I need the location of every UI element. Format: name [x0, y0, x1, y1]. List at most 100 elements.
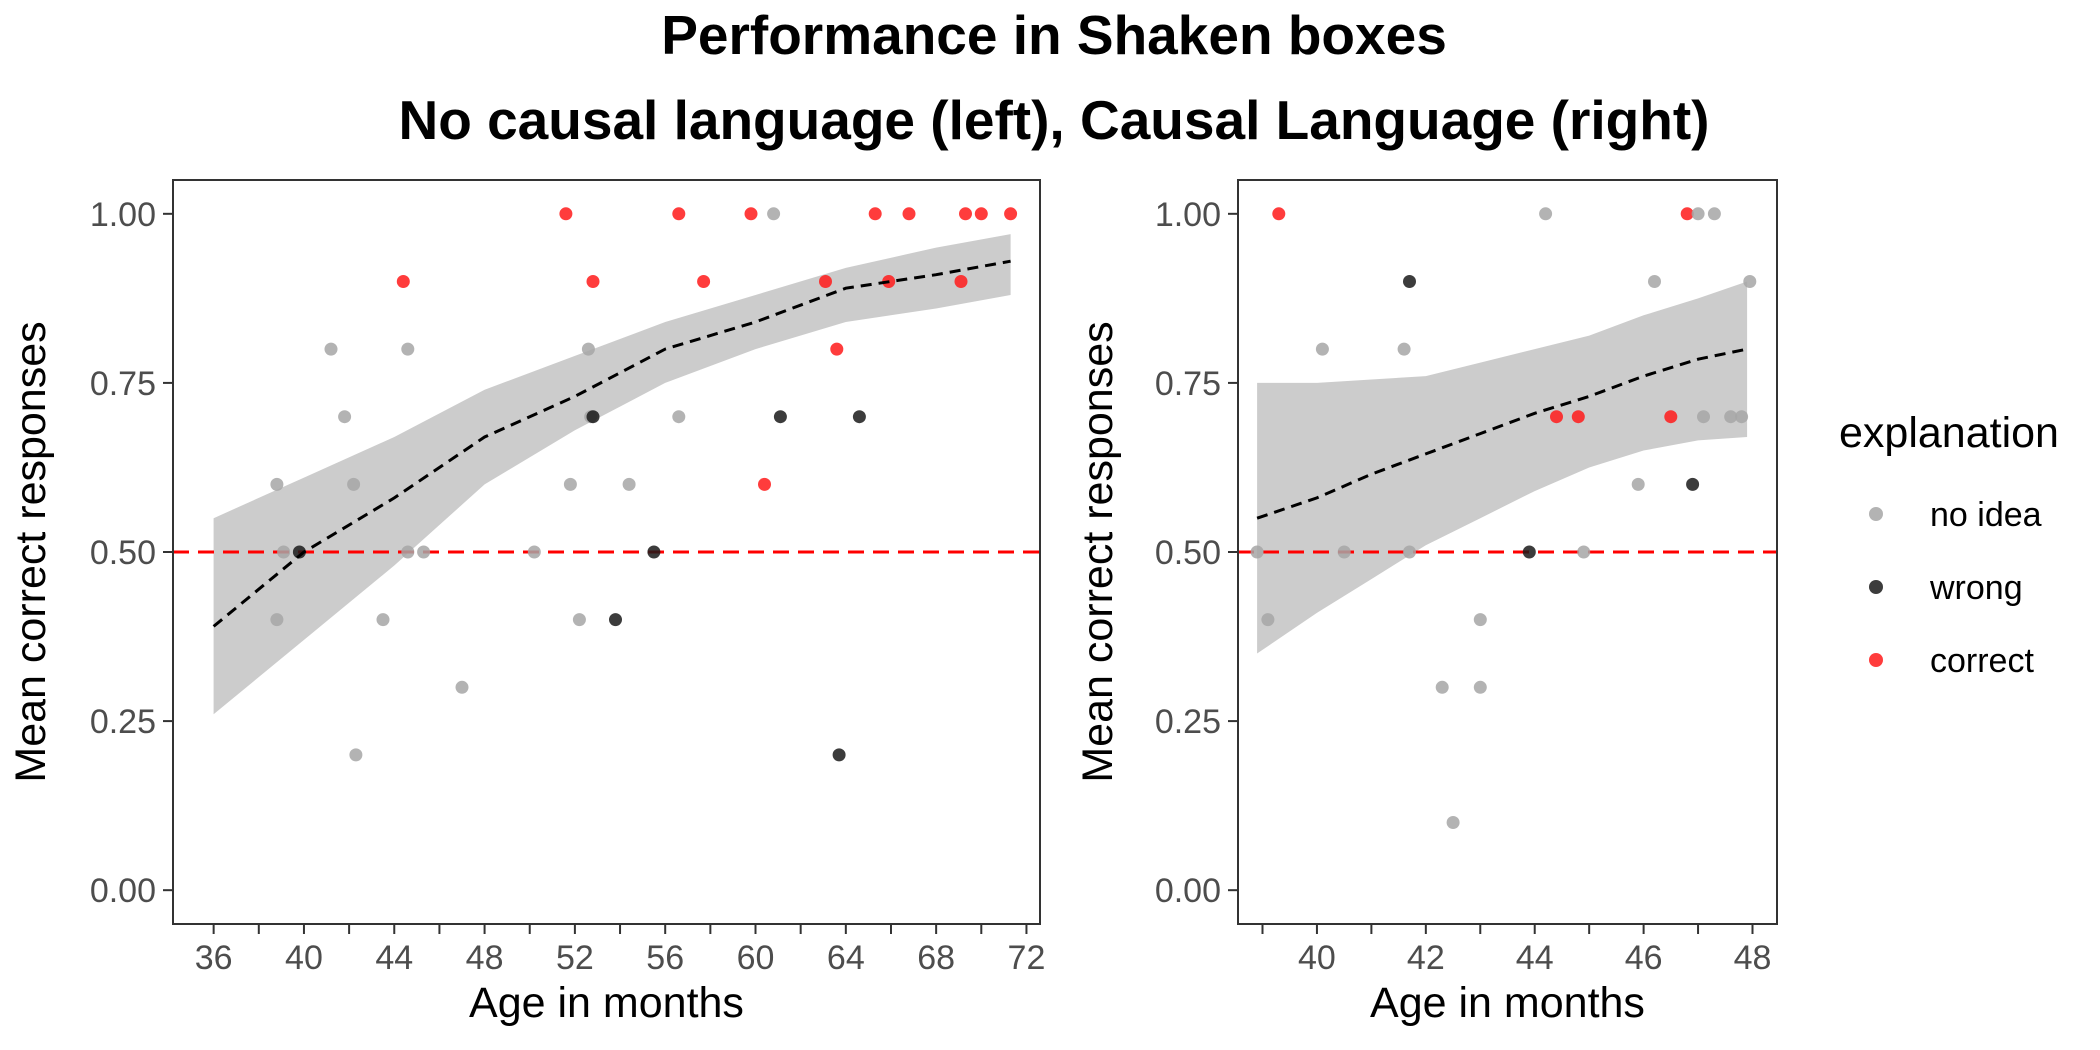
- y-tick-label: 0.25: [90, 703, 156, 741]
- data-point-wrong: [609, 613, 622, 627]
- data-point-no-idea: [622, 477, 636, 491]
- y-axis-title: Mean correct responses: [7, 321, 55, 782]
- data-point-correct: [959, 207, 972, 221]
- y-tick-label: 0.50: [1155, 534, 1221, 572]
- x-tick-label: 40: [285, 939, 323, 977]
- data-point-no-idea: [324, 342, 338, 356]
- data-point-no-idea: [270, 477, 284, 491]
- data-point-no-idea: [1446, 816, 1460, 829]
- data-point-no-idea: [563, 477, 577, 491]
- y-tick-label: 0.00: [90, 872, 156, 910]
- legend-key-wrong: [1869, 580, 1883, 594]
- data-point-no-idea: [1648, 275, 1661, 288]
- right-panel: 0.00 0.25 0.50 0.75 1.00 40 42 44 46 48 Age in mon…: [1074, 179, 1778, 1027]
- data-point-no-idea: [767, 207, 781, 221]
- data-point-no-idea: [401, 342, 415, 356]
- data-point-no-idea: [401, 545, 415, 559]
- x-axis-title: Age in months: [1370, 979, 1645, 1027]
- data-point-no-idea: [347, 477, 361, 491]
- data-point-no-idea: [1577, 545, 1591, 559]
- data-point-no-idea: [349, 748, 363, 762]
- x-tick-label: 52: [556, 939, 594, 977]
- data-point-correct: [1550, 410, 1563, 424]
- x-axis-title: Age in months: [469, 979, 744, 1027]
- data-point-no-idea: [1315, 342, 1329, 356]
- data-point-correct: [396, 275, 410, 288]
- data-point-no-idea: [1397, 342, 1411, 356]
- y-tick-label: 0.00: [1155, 872, 1221, 910]
- x-tick-label: 40: [1298, 939, 1336, 977]
- data-point-no-idea: [376, 613, 390, 627]
- confidence-ribbon: [1257, 281, 1748, 654]
- y-tick-label: 0.75: [1155, 365, 1221, 403]
- data-point-no-idea: [1403, 545, 1416, 559]
- data-point-no-idea: [1697, 410, 1710, 424]
- x-tick-label: 48: [466, 939, 504, 977]
- data-point-wrong: [586, 410, 600, 424]
- x-tick-label: 42: [1407, 939, 1445, 977]
- y-axis-title: Mean correct responses: [1074, 321, 1122, 782]
- x-tick-label: 72: [1008, 939, 1046, 977]
- y-tick-label: 0.25: [1155, 703, 1221, 741]
- x-tick-label: 64: [827, 939, 865, 977]
- chart-subtitle: No causal language (left), Causal Langua…: [398, 89, 1709, 151]
- data-point-no-idea: [1337, 545, 1351, 559]
- data-point-no-idea: [672, 410, 686, 424]
- legend-label-correct: correct: [1930, 642, 2034, 680]
- y-tick-label: 0.50: [90, 534, 156, 572]
- data-point-no-idea: [338, 410, 352, 424]
- data-point-no-idea: [1707, 207, 1721, 221]
- data-point-correct: [758, 477, 771, 491]
- data-point-correct: [819, 275, 832, 288]
- x-tick-label: 36: [195, 939, 233, 977]
- fit-line: [1256, 347, 1748, 520]
- data-point-wrong: [852, 410, 866, 424]
- x-tick-label: 68: [917, 939, 955, 977]
- data-point-no-idea: [277, 545, 291, 559]
- legend: explanation no idea wrong correct: [1839, 409, 2059, 680]
- data-point-correct: [1004, 207, 1018, 221]
- data-point-correct: [1680, 207, 1694, 221]
- data-point-correct: [1664, 410, 1678, 424]
- legend-title: explanation: [1839, 409, 2059, 457]
- x-tick-label: 44: [1516, 939, 1554, 977]
- data-point-correct: [1571, 410, 1585, 424]
- legend-label-wrong: wrong: [1929, 569, 2023, 607]
- data-point-correct: [868, 207, 882, 221]
- data-point-wrong: [832, 748, 846, 762]
- x-tick-label: 56: [646, 939, 684, 977]
- data-point-correct: [559, 207, 573, 221]
- data-point-correct: [1272, 207, 1286, 221]
- data-point-correct: [830, 342, 844, 356]
- fit-line: [212, 259, 1011, 628]
- y-tick-label: 1.00: [1155, 196, 1221, 234]
- y-tick-label: 0.75: [90, 365, 156, 403]
- data-point-no-idea: [417, 545, 431, 559]
- data-point-no-idea: [1473, 680, 1487, 694]
- data-point-wrong: [647, 545, 661, 559]
- data-point-no-idea: [572, 613, 586, 627]
- data-point-no-idea: [1735, 410, 1749, 424]
- data-point-correct: [902, 207, 916, 221]
- data-point-no-idea: [527, 545, 541, 559]
- data-point-wrong: [1522, 545, 1536, 559]
- data-point-no-idea: [1250, 545, 1264, 559]
- data-point-no-idea: [1261, 613, 1275, 627]
- data-point-no-idea: [1435, 680, 1449, 694]
- y-tick-label: 1.00: [90, 196, 156, 234]
- data-point-no-idea: [1473, 613, 1487, 627]
- legend-label-no-idea: no idea: [1930, 496, 2042, 534]
- data-point-correct: [954, 275, 968, 288]
- x-tick-label: 48: [1734, 939, 1772, 977]
- data-point-no-idea: [455, 680, 469, 694]
- data-point-wrong: [1686, 477, 1700, 491]
- data-point-no-idea: [1691, 207, 1705, 221]
- data-point-correct: [586, 275, 600, 288]
- x-tick-label: 44: [375, 939, 413, 977]
- confidence-ribbon: [213, 234, 1011, 715]
- data-point-no-idea: [270, 613, 284, 627]
- left-panel: 0.00 0.25 0.50 0.75 1.00 36 40 44 48 52 56 60 64 68 72…: [7, 179, 1046, 1027]
- data-point-correct: [697, 275, 711, 288]
- chart-title: Performance in Shaken boxes: [661, 4, 1447, 66]
- data-point-wrong: [773, 410, 787, 424]
